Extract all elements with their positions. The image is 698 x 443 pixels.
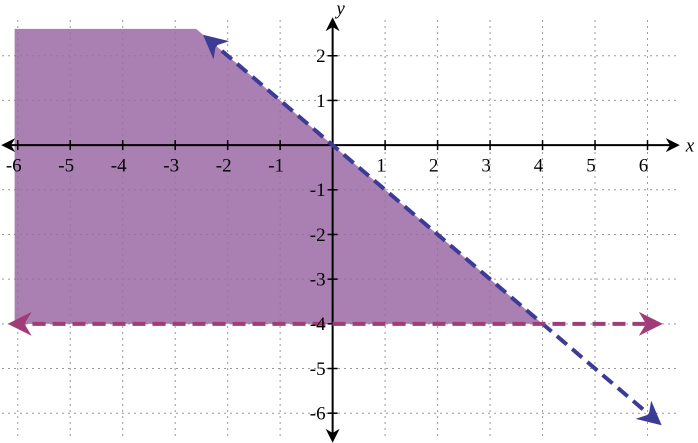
y-tick-label: -6 (310, 404, 326, 425)
y-axis-label: y (334, 0, 345, 19)
x-tick-label: -6 (6, 155, 22, 176)
x-tick-label: 2 (429, 155, 439, 176)
x-tick-label: 4 (534, 155, 544, 176)
x-tick-label: 3 (481, 155, 491, 176)
y-tick-label: 1 (316, 91, 326, 112)
y-tick-label: -5 (310, 359, 326, 380)
x-tick-label: -4 (111, 155, 127, 176)
y-tick-label: 2 (316, 46, 326, 67)
y-tick-label: -2 (310, 225, 326, 246)
y-tick-label: -4 (310, 314, 326, 335)
x-tick-label: 5 (586, 155, 596, 176)
x-tick-label: -1 (268, 155, 284, 176)
x-tick-label: 1 (376, 155, 386, 176)
x-tick-label: -2 (216, 155, 232, 176)
x-tick-label: -3 (163, 155, 179, 176)
y-tick-label: -1 (310, 180, 326, 201)
x-axis-label: x (685, 135, 695, 156)
y-tick-label: -3 (310, 270, 326, 291)
x-tick-label: -5 (58, 155, 74, 176)
x-tick-label: 6 (639, 155, 649, 176)
